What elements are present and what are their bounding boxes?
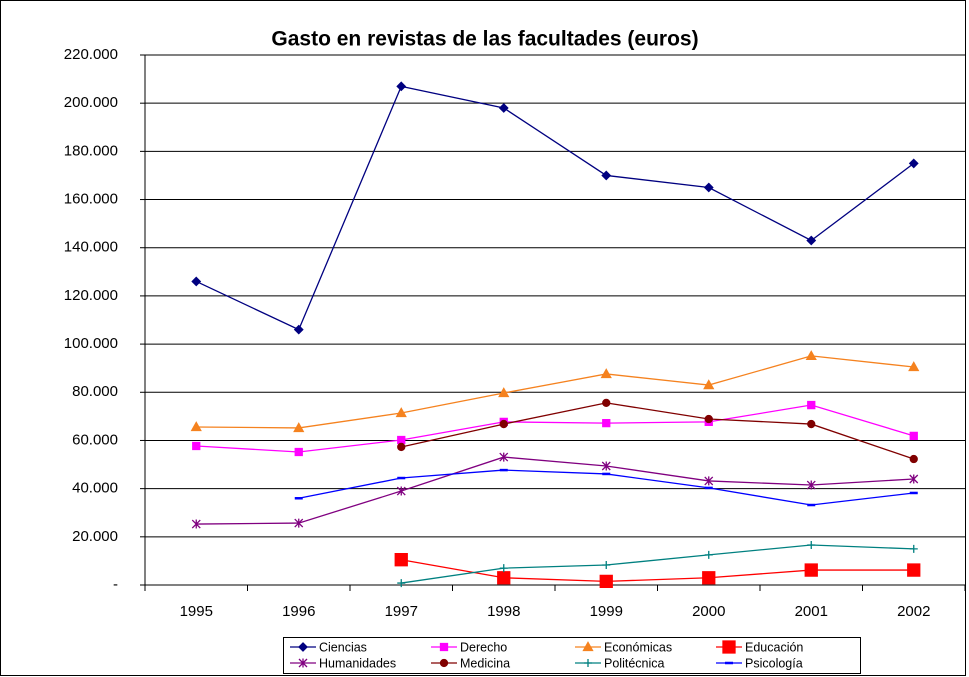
data-point	[807, 419, 816, 429]
data-point	[806, 480, 816, 490]
y-tick-label: 200.000	[64, 94, 118, 111]
x-tick-label: 2001	[795, 603, 828, 620]
legend-label: Humanidades	[319, 656, 396, 670]
data-point	[805, 350, 817, 361]
x-tick-label: 2002	[897, 603, 930, 620]
x-tick-label: 1999	[590, 603, 623, 620]
legend-label: Ciencias	[319, 640, 367, 654]
data-point	[397, 442, 406, 452]
data-point	[395, 407, 407, 418]
data-point	[806, 235, 817, 246]
x-tick-label: 1995	[180, 603, 213, 620]
y-tick-label: 60.000	[72, 431, 118, 448]
data-point	[397, 579, 406, 588]
y-tick-label: 40.000	[72, 480, 118, 497]
x-tick-label: 2000	[692, 603, 725, 620]
data-point	[191, 519, 201, 529]
data-point	[601, 170, 612, 181]
data-point	[599, 574, 613, 589]
legend-label: Educación	[745, 640, 803, 654]
data-point	[192, 441, 201, 451]
data-point	[602, 418, 611, 428]
data-point	[396, 486, 406, 496]
y-tick-label: -	[113, 576, 118, 593]
data-point	[704, 476, 714, 486]
series-line	[196, 355, 914, 429]
series-line	[196, 456, 914, 525]
x-tick-label: 1997	[385, 603, 418, 620]
series-line	[401, 402, 914, 460]
data-point	[396, 81, 407, 92]
chart-title: Gasto en revistas de las facultades (eur…	[271, 28, 698, 51]
data-point	[497, 571, 511, 585]
data-point	[908, 158, 919, 169]
data-point	[394, 553, 408, 567]
data-point	[293, 324, 304, 335]
data-point	[602, 398, 611, 408]
x-tick-label: 1996	[282, 603, 315, 620]
legend-label: Medicina	[460, 656, 510, 670]
data-point	[909, 454, 918, 464]
legend-marker	[298, 642, 308, 652]
y-tick-label: 220.000	[64, 46, 118, 63]
data-point	[704, 414, 713, 424]
data-point	[807, 541, 816, 550]
data-point	[908, 361, 920, 372]
legend-label: Económicas	[604, 640, 672, 654]
series-line	[401, 544, 914, 584]
data-point	[293, 422, 305, 433]
data-point	[703, 379, 715, 390]
y-tick-label: 100.000	[64, 335, 118, 352]
data-point	[600, 368, 612, 379]
data-point	[499, 564, 508, 573]
data-point	[499, 452, 509, 462]
data-point	[190, 421, 202, 432]
data-point	[804, 563, 818, 577]
series-line	[196, 404, 914, 453]
data-point	[499, 419, 508, 429]
y-tick-label: 160.000	[64, 191, 118, 208]
data-point	[909, 431, 918, 441]
y-tick-label: 120.000	[64, 287, 118, 304]
y-tick-label: 180.000	[64, 142, 118, 159]
data-point	[498, 387, 510, 398]
data-point	[191, 276, 202, 287]
series-line	[401, 559, 914, 583]
data-point	[294, 518, 304, 528]
legend-marker	[584, 659, 592, 667]
legend-marker	[582, 641, 594, 652]
data-point	[601, 461, 611, 471]
legend-marker	[722, 640, 736, 654]
data-point	[702, 571, 716, 585]
data-point	[807, 400, 816, 410]
data-point	[602, 561, 611, 570]
legend-marker	[439, 642, 449, 652]
data-point	[294, 447, 303, 457]
legend-label: Politécnica	[604, 656, 664, 670]
data-point	[703, 182, 714, 193]
x-tick-label: 1998	[487, 603, 520, 620]
data-point	[397, 435, 406, 445]
data-point	[909, 544, 918, 553]
series-line	[195, 85, 915, 331]
y-tick-label: 20.000	[72, 528, 118, 545]
legend-box	[283, 637, 861, 674]
data-point	[498, 103, 509, 113]
legend-marker	[298, 658, 308, 668]
y-tick-label: 140.000	[64, 239, 118, 256]
legend-label: Psicología	[745, 656, 803, 670]
legend-marker	[439, 658, 449, 668]
y-tick-label: 80.000	[72, 383, 118, 400]
data-point	[704, 550, 713, 559]
data-point	[909, 474, 919, 484]
legend-label: Derecho	[460, 640, 507, 654]
data-point	[907, 563, 921, 577]
